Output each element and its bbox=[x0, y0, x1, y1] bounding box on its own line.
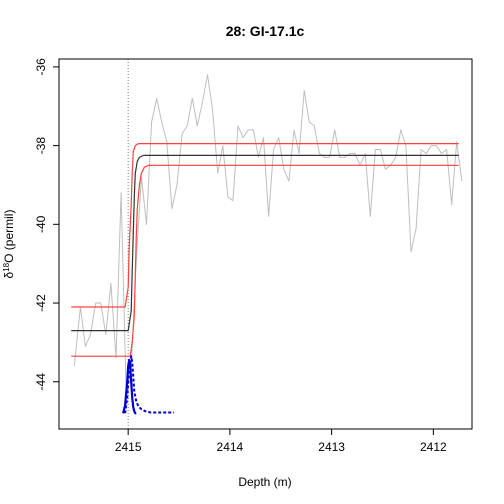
x-axis: 2415 2414 2413 2412 bbox=[115, 429, 447, 454]
y-axis: -44 -42 -40 -38 -36 bbox=[34, 58, 59, 391]
series-line-density-solid bbox=[122, 359, 137, 415]
series-line-density-dotted bbox=[124, 355, 174, 414]
plot-frame bbox=[58, 58, 473, 430]
x-tick-label: 2413 bbox=[318, 440, 345, 454]
y-axis-title-sup: 18 bbox=[2, 262, 11, 271]
y-tick-label: -38 bbox=[34, 137, 48, 155]
series-line-raw bbox=[73, 74, 463, 391]
y-tick-label: -44 bbox=[34, 373, 48, 391]
chart-title: 28: GI-17.1c bbox=[226, 23, 305, 39]
x-tick-label: 2412 bbox=[420, 440, 447, 454]
y-tick-label: -36 bbox=[34, 58, 48, 76]
y-axis-title: δ18O (permil) bbox=[2, 210, 17, 279]
series-line-fit-median bbox=[71, 154, 459, 332]
x-tick-label: 2415 bbox=[115, 440, 142, 454]
y-axis-title-suffix: O (permil) bbox=[2, 210, 16, 263]
series-line-fit-upper bbox=[71, 143, 459, 308]
x-tick-label: 2414 bbox=[217, 440, 244, 454]
x-axis-title: Depth (m) bbox=[238, 475, 291, 489]
y-tick-label: -40 bbox=[34, 215, 48, 233]
y-tick-label: -42 bbox=[34, 294, 48, 312]
data-layer bbox=[71, 59, 463, 429]
y-axis-title-prefix: δ bbox=[2, 271, 16, 278]
series-line-fit-lower bbox=[71, 164, 459, 357]
